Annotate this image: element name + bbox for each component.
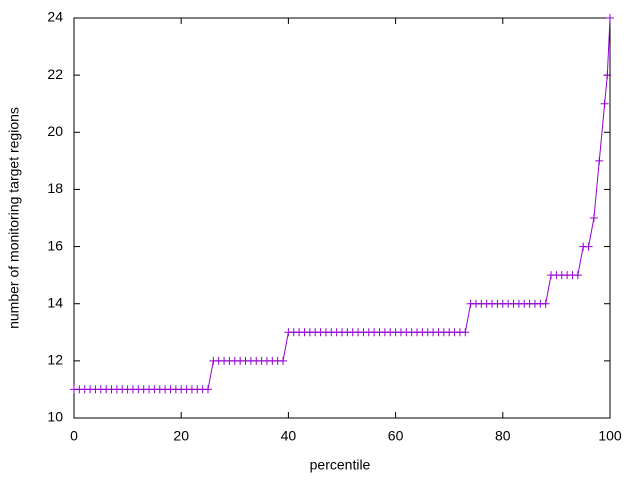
data-point (584, 242, 593, 251)
y-tick-label: 10 (47, 409, 63, 425)
y-tick-label: 24 (47, 9, 63, 25)
data-point (595, 156, 604, 165)
x-axis-label: percentile (310, 457, 371, 473)
data-point (600, 99, 609, 108)
data-point (603, 71, 612, 80)
data-point (606, 14, 614, 22)
plot-frame (73, 17, 611, 419)
y-tick-label: 16 (47, 237, 63, 253)
y-tick-label: 18 (47, 180, 63, 196)
data-point (573, 271, 582, 280)
data-point (461, 328, 470, 337)
x-tick-label: 60 (388, 428, 404, 444)
y-tick-label: 12 (47, 352, 63, 368)
y-tick-label: 22 (47, 66, 63, 82)
y-tick-label: 20 (47, 123, 63, 139)
data-point (279, 356, 288, 365)
x-tick-label: 20 (173, 428, 189, 444)
y-tick-label: 14 (47, 294, 63, 310)
data-point (589, 214, 598, 222)
data-point (541, 299, 550, 308)
data-point (204, 385, 212, 394)
x-tick-label: 100 (598, 428, 622, 444)
y-axis-label: number of monitoring target regions (6, 107, 22, 329)
x-tick-label: 0 (70, 428, 78, 444)
x-tick-label: 40 (281, 428, 297, 444)
x-tick-label: 80 (495, 428, 511, 444)
